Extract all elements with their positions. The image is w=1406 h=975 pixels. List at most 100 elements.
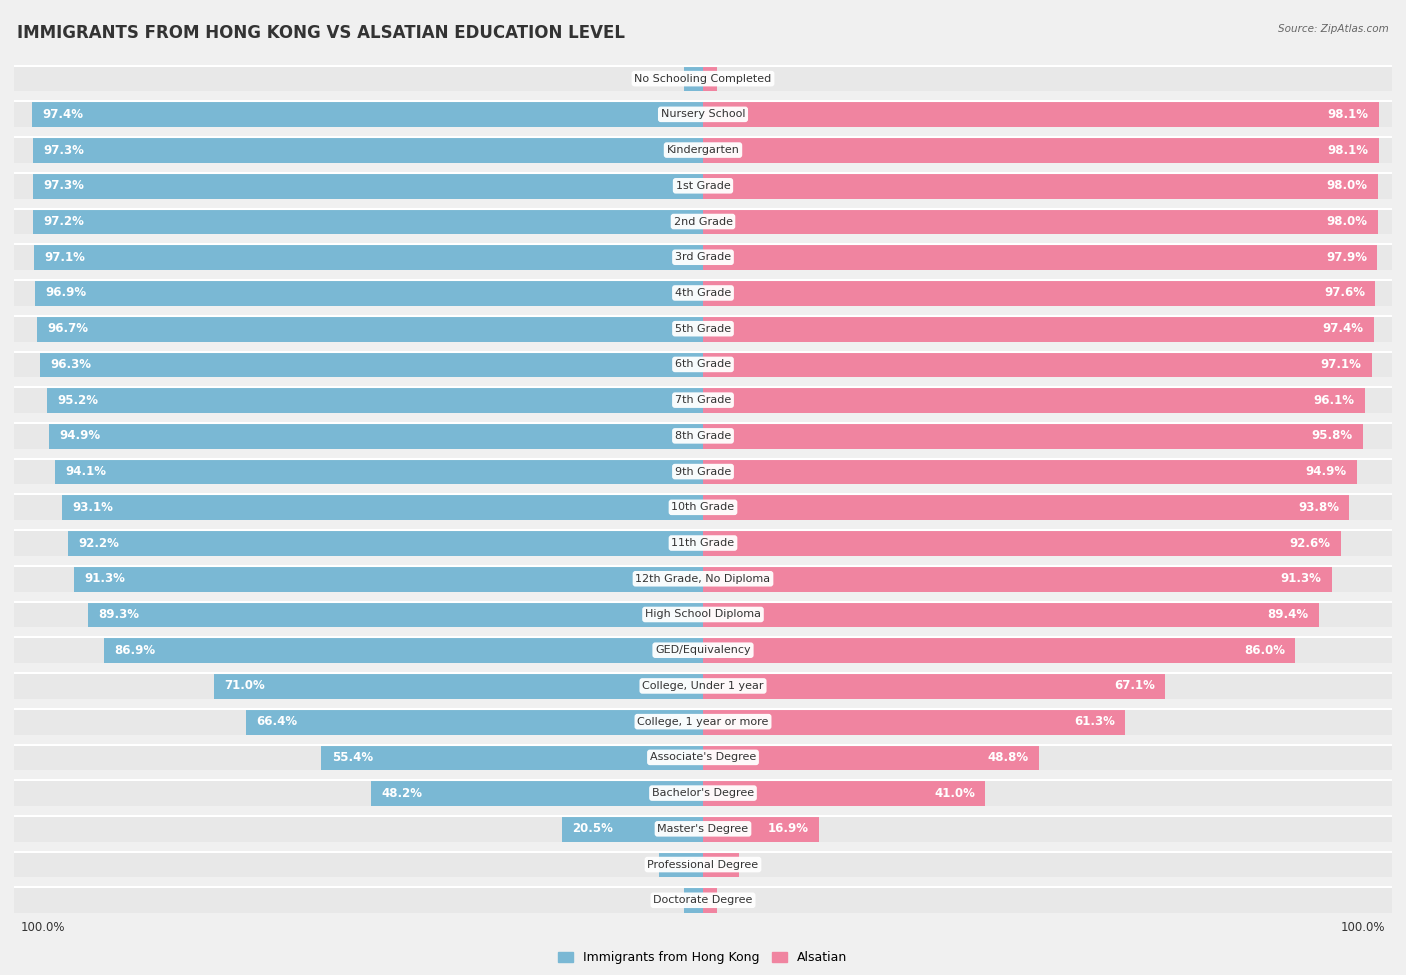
Text: Doctorate Degree: Doctorate Degree [654,895,752,905]
Text: 98.0%: 98.0% [1327,179,1368,192]
Text: 71.0%: 71.0% [224,680,264,692]
Bar [14,852,1392,878]
Bar [659,852,703,878]
Bar [87,602,703,627]
Text: 3rd Grade: 3rd Grade [675,253,731,262]
Text: 89.4%: 89.4% [1267,608,1309,621]
Text: 96.1%: 96.1% [1313,394,1355,407]
Bar [34,209,703,234]
Bar [34,245,703,270]
Text: 5.2%: 5.2% [696,858,728,871]
Text: Associate's Degree: Associate's Degree [650,753,756,762]
Bar [32,173,703,199]
Bar [703,673,1166,699]
Text: 100.0%: 100.0% [1340,920,1385,934]
Text: GED/Equivalency: GED/Equivalency [655,645,751,655]
Text: 1st Grade: 1st Grade [676,180,730,191]
Text: 6.4%: 6.4% [669,858,702,871]
Text: 95.8%: 95.8% [1312,429,1353,443]
Text: 11th Grade: 11th Grade [672,538,734,548]
Text: 92.6%: 92.6% [1289,536,1330,550]
Bar [685,65,703,92]
Bar [39,352,703,377]
Text: High School Diploma: High School Diploma [645,609,761,619]
Text: 10th Grade: 10th Grade [672,502,734,512]
Text: 98.0%: 98.0% [1327,215,1368,228]
Text: College, 1 year or more: College, 1 year or more [637,717,769,726]
Text: 97.1%: 97.1% [45,251,86,264]
Text: 86.0%: 86.0% [1244,644,1285,657]
Bar [14,352,1392,377]
Bar [562,816,703,841]
Text: 94.9%: 94.9% [1305,465,1347,478]
Bar [32,101,703,127]
Bar [14,709,1392,734]
Text: 67.1%: 67.1% [1114,680,1154,692]
Text: 55.4%: 55.4% [332,751,373,763]
Text: 96.7%: 96.7% [48,322,89,335]
Text: 97.9%: 97.9% [1326,251,1367,264]
Text: 91.3%: 91.3% [84,572,125,585]
Bar [703,745,1039,770]
Bar [703,816,820,841]
Text: 97.2%: 97.2% [44,215,84,228]
Bar [371,780,703,806]
Bar [14,673,1392,699]
Text: Master's Degree: Master's Degree [658,824,748,834]
Text: 20.5%: 20.5% [572,822,613,836]
Text: 86.9%: 86.9% [115,644,156,657]
Text: 2.8%: 2.8% [695,894,727,907]
Bar [703,887,717,914]
Bar [703,316,1374,341]
Text: 89.3%: 89.3% [98,608,139,621]
Legend: Immigrants from Hong Kong, Alsatian: Immigrants from Hong Kong, Alsatian [554,947,852,969]
Text: 9th Grade: 9th Grade [675,467,731,477]
Text: 2.0%: 2.0% [673,72,706,85]
Bar [703,245,1378,270]
Text: 97.4%: 97.4% [1323,322,1364,335]
Bar [14,458,1392,485]
Bar [48,387,703,413]
Bar [62,494,703,521]
Text: Professional Degree: Professional Degree [647,860,759,870]
Bar [14,780,1392,806]
Bar [703,709,1125,734]
Text: 92.2%: 92.2% [79,536,120,550]
Bar [75,566,703,592]
Bar [703,101,1379,127]
Text: 100.0%: 100.0% [21,920,66,934]
Bar [246,709,703,734]
Bar [49,423,703,448]
Text: Kindergarten: Kindergarten [666,145,740,155]
Bar [703,423,1362,448]
Text: 48.2%: 48.2% [381,787,422,800]
Bar [14,494,1392,521]
Bar [703,137,1379,163]
Text: 96.9%: 96.9% [46,287,87,299]
Bar [14,316,1392,341]
Bar [67,530,703,556]
Text: 96.3%: 96.3% [49,358,91,370]
Text: 94.1%: 94.1% [65,465,105,478]
Text: 95.2%: 95.2% [58,394,98,407]
Bar [703,602,1319,627]
Text: 8th Grade: 8th Grade [675,431,731,441]
Bar [703,852,738,878]
Bar [703,566,1331,592]
Text: 12th Grade, No Diploma: 12th Grade, No Diploma [636,573,770,584]
Bar [703,780,986,806]
Text: 6th Grade: 6th Grade [675,360,731,370]
Text: 41.0%: 41.0% [934,787,976,800]
Bar [214,673,703,699]
Text: 97.4%: 97.4% [42,108,83,121]
Bar [14,530,1392,556]
Text: Bachelor's Degree: Bachelor's Degree [652,788,754,799]
Text: 97.3%: 97.3% [44,179,84,192]
Text: 2.1%: 2.1% [675,894,707,907]
Text: 97.3%: 97.3% [44,143,84,157]
Bar [14,65,1392,92]
Bar [703,530,1341,556]
Bar [14,209,1392,234]
Bar [32,137,703,163]
Text: 97.1%: 97.1% [1320,358,1361,370]
